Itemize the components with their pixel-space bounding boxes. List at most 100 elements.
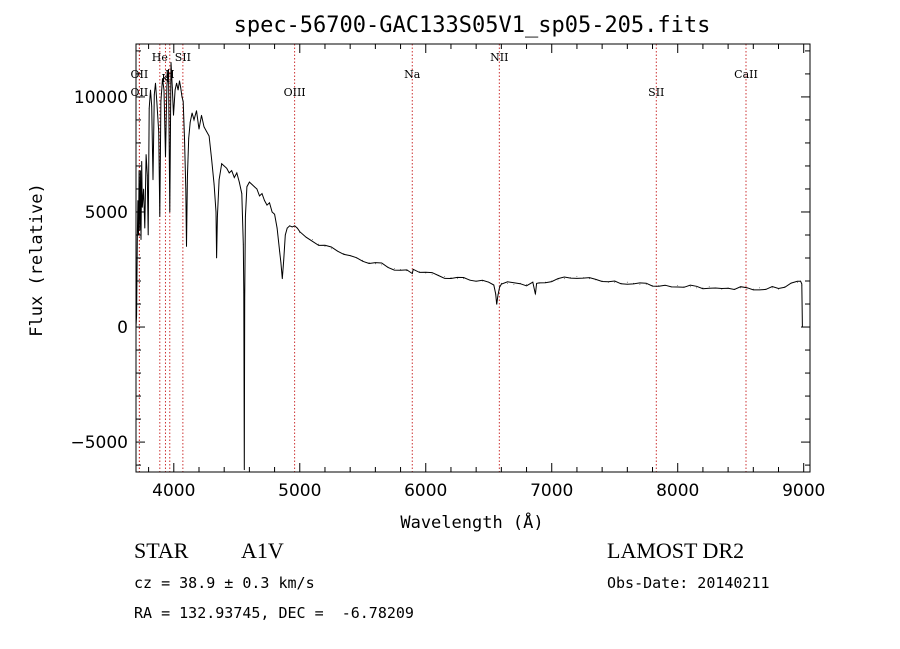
spectrum-point-21 — [155, 82, 156, 84]
spectrum-point-172 — [715, 287, 716, 289]
spectrum-point-153 — [595, 279, 597, 281]
spectrum-point-93 — [284, 234, 286, 236]
spectrum-point-63 — [223, 165, 225, 167]
axis-ticks: 4000 5000 6000 7000 8000 9000 −5000 0 5000 10000 — [70, 44, 825, 501]
spectrum-point-2 — [136, 239, 138, 241]
spectrum-point-119 — [419, 271, 420, 273]
spectrum-point-65 — [228, 172, 230, 174]
spectrum-point-94 — [286, 227, 288, 229]
spectrum-point-80 — [256, 188, 258, 190]
spectrum-point-114 — [393, 268, 395, 269]
spectrum-point-138 — [513, 284, 515, 285]
spectrum-point-90 — [280, 262, 282, 263]
spectrum-point-173 — [721, 288, 723, 290]
spectrum-point-152 — [589, 278, 590, 280]
x-tick-label-9000: 9000 — [782, 481, 825, 501]
spectrum-point-54 — [206, 131, 207, 132]
spectrum-point-174 — [727, 287, 729, 289]
survey-name: LAMOST DR2 — [607, 538, 745, 563]
spectrum-point-87 — [274, 213, 275, 215]
spectrum-point-71 — [242, 243, 244, 245]
spectrum-point-64 — [226, 167, 228, 169]
spectrum-point-108 — [356, 257, 357, 259]
chart-title: spec-56700-GAC133S05V1_sp05-205.fits — [234, 13, 711, 38]
spectrum-point-8 — [140, 239, 142, 241]
spectrum-point-110 — [368, 262, 370, 263]
spectrum-point-158 — [626, 281, 628, 283]
spectrum-point-36 — [176, 82, 178, 84]
spectrum-point-68 — [236, 172, 238, 174]
y-tick-label--5000: −5000 — [70, 433, 128, 453]
spectrum-point-72 — [243, 292, 245, 293]
spectrum-point-126 — [463, 278, 464, 280]
spectrum-point-86 — [271, 211, 273, 213]
spectrum-point-24 — [159, 216, 161, 218]
spectrum-point-6 — [139, 230, 141, 231]
spectrum-point-50 — [196, 110, 197, 112]
spectrum-point-83 — [264, 200, 265, 201]
spectrum-point-15 — [147, 234, 149, 236]
spectrum-point-113 — [387, 266, 389, 268]
spectrum-point-77 — [249, 181, 250, 183]
spectrum-point-107 — [349, 255, 351, 257]
spectrum-point-122 — [438, 274, 439, 276]
spectrum-point-73 — [243, 469, 245, 471]
line-marker-label-5: SII — [175, 51, 191, 64]
spectrum-point-182 — [778, 288, 779, 290]
spectrum-point-130 — [488, 281, 490, 283]
spectrum-point-104 — [330, 248, 332, 250]
spectrum-point-67 — [233, 177, 235, 178]
spectrum-point-27 — [163, 89, 165, 91]
spectrum-point-184 — [790, 282, 792, 284]
spectrum-point-111 — [375, 263, 376, 265]
spectrum-point-33 — [171, 87, 173, 89]
spectrum-point-121 — [431, 273, 433, 275]
spectrum-point-129 — [482, 280, 483, 282]
spectrum-point-20 — [153, 94, 155, 95]
spectrum-point-95 — [289, 225, 291, 227]
line-marker-label-9: SII — [648, 86, 664, 99]
spectrum-point-82 — [261, 193, 263, 195]
spectrum-point-56 — [211, 158, 213, 160]
spectrum-point-23 — [158, 131, 160, 132]
spectrum-point-187 — [801, 285, 803, 286]
spectrum-point-185 — [797, 281, 798, 283]
spectrum-point-166 — [677, 285, 679, 286]
spectrum-point-181 — [771, 287, 773, 289]
spectrum-point-14 — [146, 174, 148, 176]
x-tick-label-4000: 4000 — [152, 481, 195, 501]
spectrum-point-10 — [141, 207, 143, 208]
object-class: STAR — [134, 538, 189, 563]
line-marker-label-8: NII — [490, 51, 508, 64]
spectrum-point-9 — [141, 161, 143, 162]
spectrum-point-159 — [633, 282, 634, 284]
spectrum-point-13 — [145, 154, 147, 155]
obs-date-text: Obs-Date: 20140211 — [607, 574, 770, 592]
spectrum-point-177 — [746, 288, 748, 290]
spectrum-point-169 — [696, 287, 697, 289]
redshift-text: cz = 38.9 ± 0.3 km/s — [134, 574, 315, 592]
spectrum-point-18 — [151, 105, 153, 107]
spectrum-point-143 — [536, 284, 537, 285]
spectrum-point-117 — [411, 272, 413, 274]
plot-frame — [135, 43, 811, 473]
spectrum-point-22 — [156, 101, 158, 102]
spectrum-point-25 — [160, 101, 162, 102]
spectrum-point-150 — [576, 276, 578, 277]
spectrum-point-115 — [400, 269, 401, 270]
object-subclass: A1V — [241, 538, 284, 563]
spectrum-line-0 — [135, 62, 803, 470]
spectrum-point-57 — [213, 184, 215, 185]
x-tick-label-6000: 6000 — [404, 481, 447, 501]
line-marker-label-2: He — [152, 51, 168, 64]
spectrum-point-59 — [216, 257, 218, 259]
spectrum-point-61 — [218, 179, 220, 181]
spectrum-point-55 — [208, 135, 210, 137]
spectrum-point-39 — [180, 87, 182, 89]
line-marker-label-6: OIII — [284, 86, 306, 99]
x-tick-label-7000: 7000 — [530, 481, 573, 501]
spectrum-point-43 — [185, 188, 187, 190]
spectrum-point-103 — [324, 246, 326, 247]
spectrum-series — [135, 62, 803, 471]
spectrum-point-45 — [187, 177, 188, 178]
